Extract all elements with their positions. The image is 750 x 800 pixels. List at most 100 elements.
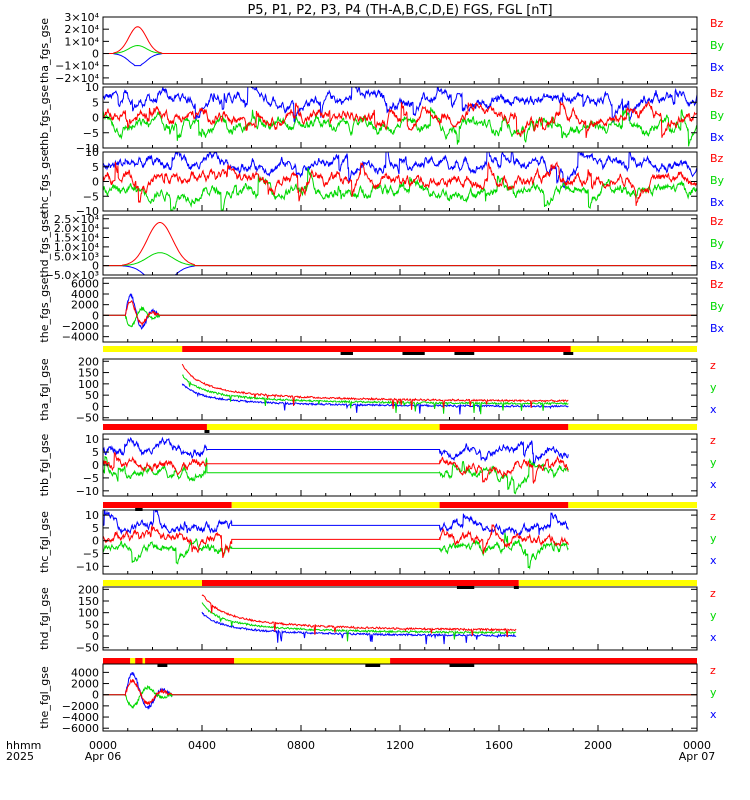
legend-entry: y — [710, 456, 717, 469]
status-bar-segment — [103, 580, 202, 586]
y-tick-label: 1.5×10⁴ — [54, 232, 100, 245]
status-bar-segment — [439, 502, 569, 508]
y-tick-label: −5 — [83, 548, 99, 561]
status-bar-mark — [365, 664, 381, 667]
status-bar-segment — [202, 580, 519, 586]
legend-entry: Bz — [710, 87, 724, 100]
y-tick-label: 150 — [78, 595, 99, 608]
legend-entry: Bx — [710, 196, 725, 209]
status-bar-mark — [402, 352, 425, 355]
x-tick-label: 0000 — [89, 739, 117, 752]
panel-frame — [102, 16, 698, 85]
legend-entry: Bx — [710, 322, 725, 335]
status-bar-segment — [518, 580, 697, 586]
x-tick-label: 1200 — [386, 739, 414, 752]
legend-entry: z — [710, 664, 716, 677]
status-bar-mark — [454, 352, 475, 355]
series-line-y — [103, 44, 697, 54]
y-tick-label: 0 — [92, 112, 99, 125]
y-tick-label: 6000 — [71, 277, 99, 290]
series-line-x — [103, 293, 697, 330]
y-tick-label: −4000 — [62, 331, 99, 344]
status-bar-segment — [130, 658, 136, 664]
legend-entry: x — [710, 478, 717, 491]
series-line-y — [103, 305, 697, 328]
legend-entry: Bz — [710, 17, 724, 30]
y-tick-label: 4000 — [71, 666, 99, 679]
y-tick-label: 0 — [92, 309, 99, 322]
legend-entry: y — [710, 381, 717, 394]
y-tick-label: 10 — [85, 433, 99, 446]
y-tick-label: 0 — [92, 48, 99, 61]
legend-entry: x — [710, 708, 717, 721]
status-bar-segment — [231, 502, 440, 508]
y-tick-label: 5 — [92, 161, 99, 174]
status-bar-segment — [570, 346, 697, 352]
legend-entry: Bz — [710, 215, 724, 228]
x-axis-label-hhmm: hhmm — [6, 739, 41, 752]
y-tick-label: −2000 — [62, 700, 99, 713]
y-axis-label: thc_fgs_gse — [38, 149, 51, 214]
series-line-y — [103, 455, 569, 495]
series-group — [201, 594, 517, 645]
y-tick-label: −5.0×10³ — [45, 269, 99, 282]
y-tick-label: 2.0×10⁴ — [54, 222, 100, 235]
status-bar-mark — [204, 430, 210, 433]
legend-entry: By — [710, 39, 725, 52]
series-line-z — [103, 524, 569, 559]
legend-entry: z — [710, 434, 716, 447]
status-bar-segment — [182, 346, 571, 352]
y-tick-label: 50 — [85, 389, 99, 402]
y-tick-label: 0 — [92, 689, 99, 702]
series-line-y — [182, 374, 569, 415]
legend-entry: By — [710, 237, 725, 250]
y-tick-label: −10 — [76, 560, 99, 573]
y-axis-label: thd_fgs_gse — [38, 212, 51, 278]
x-tick-date: Apr 07 — [679, 750, 716, 763]
y-tick-label: −50 — [76, 642, 99, 655]
y-tick-label: −10 — [76, 485, 99, 498]
status-bar-segment — [439, 424, 569, 430]
y-tick-label: 150 — [78, 367, 99, 380]
x-tick-label: 2000 — [584, 739, 612, 752]
series-line-y — [201, 602, 517, 642]
series-line-z — [103, 300, 697, 327]
y-tick-label: 2×10⁴ — [64, 23, 99, 36]
y-axis-label: tha_fgs_gse — [38, 18, 51, 83]
y-tick-label: −4000 — [62, 711, 99, 724]
y-tick-label: 5 — [92, 522, 99, 535]
legend-entry: Bx — [710, 131, 725, 144]
status-bar-segment — [145, 658, 235, 664]
y-tick-label: −10 — [76, 205, 99, 218]
y-tick-label: 0 — [92, 400, 99, 413]
legend-entry: By — [710, 174, 725, 187]
status-bar-segment — [103, 424, 207, 430]
series-group — [103, 436, 569, 495]
series-line-x — [103, 436, 569, 466]
y-tick-label: 3×10⁴ — [64, 11, 99, 24]
legend-entry: z — [710, 510, 716, 523]
x-tick-label: 0000 — [683, 739, 711, 752]
y-tick-label: 200 — [78, 583, 99, 596]
y-tick-label: 100 — [78, 378, 99, 391]
x-tick-date: Apr 06 — [85, 750, 122, 763]
y-tick-label: −2×10⁴ — [55, 72, 99, 85]
status-bar-segment — [206, 424, 440, 430]
status-bar-segment — [103, 502, 232, 508]
legend-entry: Bx — [710, 61, 725, 74]
series-line-x — [181, 383, 569, 415]
legend-entry: y — [710, 532, 717, 545]
y-tick-label: 5 — [92, 446, 99, 459]
y-tick-label: 0 — [92, 630, 99, 643]
panel-frame — [102, 433, 698, 497]
series-line-z — [181, 363, 569, 410]
status-bar-segment — [135, 658, 143, 664]
y-tick-label: 5 — [92, 96, 99, 109]
